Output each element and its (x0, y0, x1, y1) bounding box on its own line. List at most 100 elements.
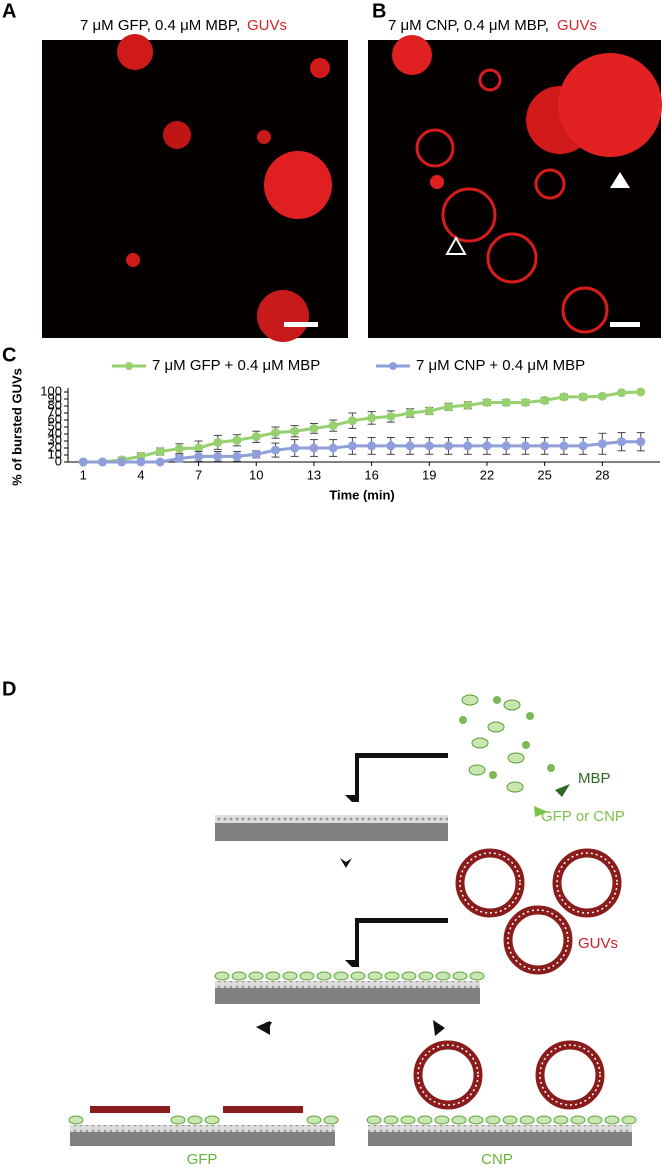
y-tick-label: 80 (48, 397, 62, 412)
point (520, 441, 530, 451)
legend-marker (389, 362, 397, 370)
y-tick-label: 10 (48, 446, 62, 461)
point (232, 435, 242, 445)
label-cnp: CNP (481, 1151, 513, 1168)
label-mbp: MBP (578, 770, 611, 787)
legend-label: 7 μM GFP + 0.4 μM MBP (152, 357, 320, 374)
point (251, 432, 261, 442)
protein (265, 971, 281, 981)
point (270, 445, 280, 455)
point (290, 426, 300, 436)
panel-label: A (2, 0, 16, 22)
protein (418, 971, 434, 981)
label-guvs: GUVs (578, 935, 618, 952)
panel-title: 7 μM GFP, 0.4 μM MBP, (80, 17, 240, 34)
label-gfp: GFP (187, 1151, 218, 1168)
schematic: MBP GFP or CNP GUVs GFP CNP (68, 694, 637, 1168)
point (367, 413, 377, 423)
y-tick-label: 40 (48, 425, 62, 440)
point (559, 392, 569, 402)
point (251, 449, 261, 459)
point (501, 398, 511, 407)
point (97, 457, 107, 467)
panel-label: D (2, 678, 16, 700)
x-tick-label: 22 (480, 467, 494, 482)
point (309, 423, 319, 433)
point (578, 392, 588, 402)
point (174, 454, 184, 463)
y-tick-label: 0 (55, 453, 62, 468)
panel-title-highlight: GUVs (247, 17, 287, 34)
protein (401, 971, 417, 981)
point (597, 391, 607, 401)
point (194, 451, 204, 461)
protein (468, 1115, 484, 1125)
point (136, 457, 146, 467)
y-tick-label: 30 (48, 432, 62, 447)
point (386, 441, 396, 451)
point (463, 400, 473, 410)
x-tick-label: 19 (422, 467, 436, 482)
x-axis-label: Time (min) (329, 487, 395, 502)
protein (204, 1115, 220, 1125)
micrograph-a (42, 34, 348, 342)
point (194, 443, 204, 453)
panel-label: B (372, 0, 386, 22)
point (559, 441, 569, 451)
point (424, 441, 434, 451)
protein (452, 971, 468, 981)
point (482, 398, 492, 407)
protein (170, 1115, 186, 1125)
protein (485, 1115, 501, 1125)
protein (469, 971, 485, 981)
protein (187, 1115, 203, 1125)
y-tick-label: 20 (48, 439, 62, 454)
protein (570, 1115, 586, 1125)
panel-title: 7 μM CNP, 0.4 μM MBP, (388, 17, 549, 34)
point (117, 457, 127, 467)
panel-label: C (2, 344, 16, 366)
x-tick-label: 4 (137, 467, 144, 482)
point (405, 408, 415, 418)
x-tick-label: 10 (249, 467, 263, 482)
point (501, 441, 511, 451)
protein (536, 1115, 552, 1125)
protein (214, 971, 230, 981)
point (540, 441, 550, 451)
x-tick-label: 1 (80, 467, 87, 482)
series-line (83, 390, 641, 464)
protein (333, 971, 349, 981)
y-axis-label: % of bursted GUVs (9, 368, 24, 486)
point (232, 451, 242, 461)
protein (231, 971, 247, 981)
point (463, 441, 473, 451)
protein (451, 1115, 467, 1125)
panel-title-highlight: GUVs (557, 17, 597, 34)
protein (435, 971, 451, 981)
protein (400, 1115, 416, 1125)
point (597, 439, 607, 449)
label-protein: GFP or CNP (541, 808, 625, 825)
protein (299, 971, 315, 981)
protein (434, 1115, 450, 1125)
protein (604, 1115, 620, 1125)
protein (553, 1115, 569, 1125)
protein (367, 971, 383, 981)
point (155, 447, 165, 456)
protein (519, 1115, 535, 1125)
point (290, 443, 300, 453)
point (309, 443, 319, 453)
point (578, 441, 588, 451)
point (78, 457, 88, 467)
point (636, 387, 646, 397)
protein (587, 1115, 603, 1125)
protein (502, 1115, 518, 1125)
point (213, 437, 223, 447)
point (405, 441, 415, 451)
y-tick-label: 60 (48, 411, 62, 426)
point (155, 457, 165, 467)
legend-marker (125, 362, 133, 370)
point (367, 441, 377, 451)
point (270, 428, 280, 438)
